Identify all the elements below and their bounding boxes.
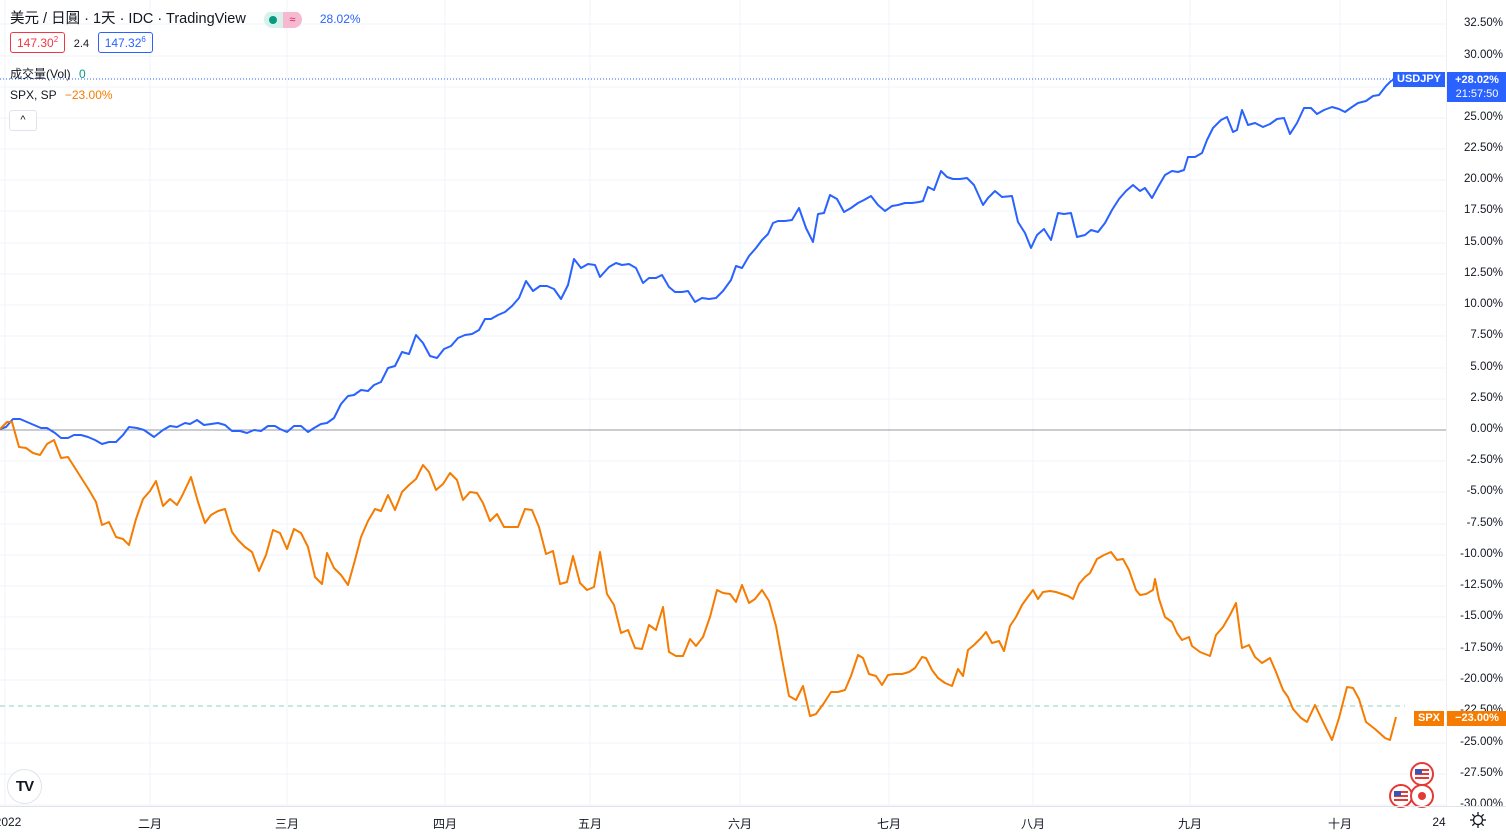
y-tick: 20.00% [1463, 173, 1503, 185]
y-tick: -20.00% [1460, 673, 1503, 685]
spx-symbol-tag: SPX [1414, 711, 1445, 726]
symbol-title[interactable]: 美元 / 日圓 · 1天 · IDC · TradingView [10, 11, 246, 27]
legend-title-row: 美元 / 日圓 · 1天 · IDC · TradingView ≈ 28.02… [10, 7, 361, 28]
x-tick: 八月 [1020, 817, 1046, 831]
usdjpy-line [0, 78, 1397, 445]
change-percent: 28.02% [319, 12, 361, 26]
volume-legend[interactable]: 成交量(Vol) 0 [10, 65, 86, 82]
x-tick: 三月 [274, 817, 300, 831]
y-tick: -27.50% [1460, 767, 1503, 779]
y-tick: -7.50% [1466, 517, 1503, 529]
japan-flag-event-icon[interactable] [1410, 784, 1434, 808]
x-tick: 五月 [577, 817, 603, 831]
chevron-up-icon: ^ [20, 114, 26, 126]
usdjpy-price-label: +28.02% 21:57:50 [1447, 72, 1506, 102]
chart-pane[interactable]: 美元 / 日圓 · 1天 · IDC · TradingView ≈ 28.02… [0, 0, 1446, 808]
delayed-data-icon: ≈ [282, 11, 302, 28]
status-pill[interactable]: ≈ [263, 11, 302, 28]
y-tick: -15.00% [1460, 610, 1503, 622]
tradingview-logo[interactable]: TV [7, 769, 42, 804]
bid-ask-row: 147.302 2.4 147.326 [10, 32, 153, 53]
y-tick: 2.50% [1470, 392, 1503, 404]
time-axis[interactable] [0, 806, 1506, 832]
buy-button[interactable]: 147.326 [97, 32, 153, 53]
y-tick: 0.00% [1470, 423, 1503, 435]
x-tick: 四月 [432, 817, 458, 831]
y-tick: 12.50% [1463, 267, 1503, 279]
grid [0, 0, 1446, 806]
spx-line [0, 421, 1397, 741]
x-tick: 九月 [1177, 817, 1203, 831]
sell-button[interactable]: 147.302 [10, 32, 66, 53]
y-tick: -10.00% [1460, 548, 1503, 560]
usdjpy-symbol-tag: USDJPY [1393, 72, 1446, 87]
compare-symbol-label: SPX, SP [10, 88, 57, 102]
y-tick: -30.00% [1460, 798, 1503, 810]
y-tick: 17.50% [1463, 204, 1503, 216]
collapse-legend-button[interactable]: ^ [9, 110, 37, 131]
y-tick: 22.50% [1463, 142, 1503, 154]
y-tick: 32.50% [1463, 17, 1503, 29]
market-status-dot-icon [263, 11, 283, 28]
x-tick: 十月 [1327, 817, 1353, 831]
compare-value: −23.00% [64, 88, 113, 102]
price-axis[interactable]: 32.50% 30.00% 25.00% 22.50% 20.00% 17.50… [1446, 0, 1506, 810]
y-tick: -12.50% [1460, 579, 1503, 591]
y-tick: 10.00% [1463, 298, 1503, 310]
spread-value: 2.4 [73, 38, 90, 50]
gear-icon[interactable] [1469, 811, 1487, 829]
x-tick: 七月 [876, 817, 902, 831]
y-tick: -25.00% [1460, 736, 1503, 748]
y-tick: 7.50% [1470, 329, 1503, 341]
volume-value: 0 [79, 67, 86, 81]
y-tick: 15.00% [1463, 236, 1503, 248]
x-tick: 二月 [137, 817, 163, 831]
chart-canvas[interactable] [0, 0, 1446, 806]
y-tick: 30.00% [1463, 49, 1503, 61]
spx-price-label: −23.00% [1447, 711, 1506, 726]
y-tick: -2.50% [1466, 454, 1503, 466]
x-tick: 六月 [727, 817, 753, 831]
x-tick: 24 [1432, 815, 1446, 829]
us-flag-event-icon[interactable] [1410, 762, 1434, 786]
volume-label: 成交量(Vol) [10, 67, 71, 81]
x-tick: 2022 [0, 815, 22, 829]
y-tick: 5.00% [1470, 361, 1503, 373]
y-tick: -17.50% [1460, 642, 1503, 654]
y-tick: -5.00% [1466, 485, 1503, 497]
y-tick: 25.00% [1463, 111, 1503, 123]
compare-legend[interactable]: SPX, SP −23.00% [10, 88, 113, 102]
